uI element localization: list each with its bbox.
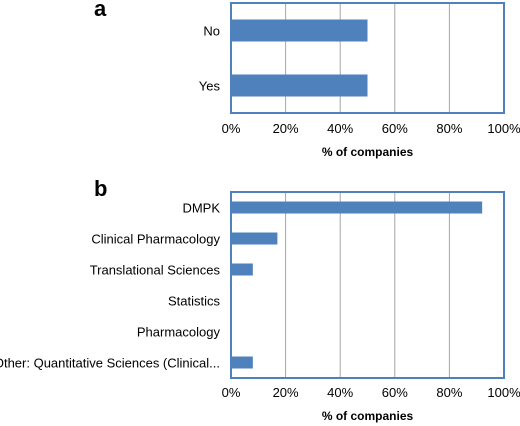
- panel-b-category-labels: DMPK Clinical Pharmacology Translational S…: [0, 201, 220, 371]
- tick-label: 100%: [487, 121, 520, 136]
- bar: [231, 232, 278, 245]
- panel-a-plot-frame: [230, 2, 505, 114]
- bar: [231, 19, 368, 42]
- category-label: DMPK: [182, 201, 220, 216]
- panel-a-x-axis-title: % of companies: [322, 145, 414, 159]
- panel-a-category-labels: No Yes: [199, 24, 221, 94]
- bar: [231, 263, 253, 276]
- category-label: Other: Quantitative Sciences (Clinical..…: [0, 356, 220, 371]
- panel-b-tick-labels: 0% 20% 40% 60% 80% 100%: [222, 385, 520, 400]
- panel-a-letter: a: [94, 0, 107, 21]
- panel-b-letter: b: [94, 176, 107, 201]
- category-label: Translational Sciences: [90, 263, 221, 278]
- tick-label: 40%: [327, 385, 353, 400]
- tick-label: 80%: [436, 385, 462, 400]
- category-label: Statistics: [168, 294, 221, 309]
- tick-label: 0%: [222, 385, 241, 400]
- bar: [231, 356, 253, 369]
- panel-a-bars: [231, 19, 368, 97]
- category-label: Pharmacology: [137, 325, 221, 340]
- tick-label: 100%: [487, 385, 520, 400]
- tick-label: 20%: [273, 385, 299, 400]
- panel-a: a No Yes 0% 20% 40% 60% 80% 100% % of companie…: [94, 0, 520, 159]
- tick-label: 60%: [382, 385, 408, 400]
- panel-b: b DMPK Clinical Pharmacology Translational…: [0, 176, 520, 423]
- category-label: Clinical Pharmacology: [91, 232, 220, 247]
- panel-b-grid: [285, 192, 450, 378]
- category-label: Yes: [199, 79, 221, 94]
- panel-b-x-axis-title: % of companies: [322, 409, 414, 423]
- category-label: No: [203, 24, 220, 39]
- tick-label: 60%: [382, 121, 408, 136]
- tick-label: 80%: [436, 121, 462, 136]
- tick-label: 40%: [327, 121, 353, 136]
- tick-label: 0%: [222, 121, 241, 136]
- bar: [231, 74, 368, 97]
- panel-b-plot-frame: [230, 191, 505, 379]
- panel-b-bars: [231, 201, 483, 369]
- panel-a-tick-labels: 0% 20% 40% 60% 80% 100%: [222, 121, 520, 136]
- bar: [231, 201, 483, 214]
- tick-label: 20%: [273, 121, 299, 136]
